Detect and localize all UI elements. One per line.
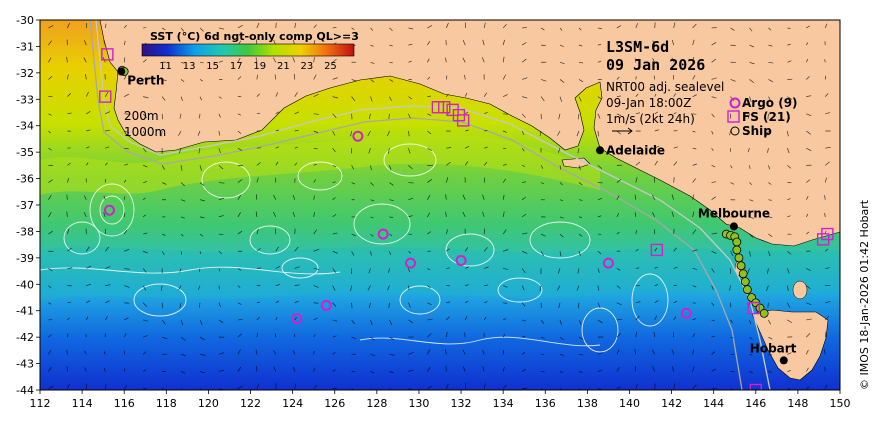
depth-label-200m: 200m: [124, 109, 159, 123]
x-axis: 112 114 116 118 120 122 124 126 128 130 132 134 136 1…: [30, 390, 851, 410]
colorbar-tick-label: 11: [159, 61, 172, 72]
ship-position: [733, 238, 741, 246]
y-tick-label: -33: [16, 93, 34, 106]
y-tick-label: -39: [16, 252, 34, 265]
x-tick-label: 140: [619, 397, 640, 410]
fs-legend-label: FS (21): [742, 110, 791, 124]
city-label: Melbourne: [698, 206, 770, 220]
credit-text: © IMOS 18-Jan-2026 01:42 Hobart: [858, 199, 871, 390]
argo-legend-label: Argo (9): [742, 96, 798, 110]
y-tick-label: -40: [16, 278, 34, 291]
x-tick-label: 138: [577, 397, 598, 410]
x-tick-label: 132: [451, 397, 472, 410]
x-tick-label: 126: [324, 397, 345, 410]
y-tick-label: -36: [16, 173, 34, 186]
x-tick-label: 146: [745, 397, 766, 410]
y-tick-label: -42: [16, 331, 34, 344]
x-tick-label: 148: [787, 397, 808, 410]
cool-band: [40, 247, 840, 300]
city-dot: [117, 68, 125, 76]
x-tick-label: 116: [114, 397, 135, 410]
ship-position: [743, 286, 751, 294]
map-date: 09 Jan 2026: [606, 56, 705, 74]
y-tick-label: -30: [16, 14, 34, 27]
ship-position: [737, 262, 745, 270]
y-tick-label: -31: [16, 40, 34, 53]
x-tick-label: 142: [661, 397, 682, 410]
current-vector: [219, 234, 223, 235]
city-label: Perth: [127, 74, 164, 88]
colorbar-tick-label: 15: [206, 61, 219, 72]
ship-position: [733, 246, 741, 254]
land-flinders-island: [793, 281, 807, 299]
colorbar-gradient: [142, 44, 354, 56]
city-label: Adelaide: [606, 143, 665, 157]
x-tick-label: 128: [366, 397, 387, 410]
x-tick-label: 118: [156, 397, 177, 410]
y-tick-label: -37: [16, 199, 34, 212]
colorbar-tick-label: 25: [324, 61, 337, 72]
x-tick-label: 120: [198, 397, 219, 410]
ship-legend-label: Ship: [742, 124, 772, 138]
y-axis: -30 -31 -32 -33 -34 -35 -36 -37 -38 -39 -40 -41 -42 -…: [16, 14, 40, 397]
x-tick-label: 136: [535, 397, 556, 410]
x-tick-label: 130: [408, 397, 429, 410]
x-tick-label: 122: [240, 397, 261, 410]
colorbar-tick-label: 19: [253, 61, 266, 72]
x-tick-label: 144: [703, 397, 724, 410]
y-tick-label: -41: [16, 305, 34, 318]
colorbar-tick-label: 13: [183, 61, 196, 72]
ship-position: [739, 270, 747, 278]
y-tick-label: -38: [16, 225, 34, 238]
current-scale-label: 1m/s (2kt 24h): [606, 112, 695, 126]
colorbar-tick-label: 21: [277, 61, 290, 72]
x-tick-label: 112: [30, 397, 51, 410]
colorbar-tick-label: 23: [301, 61, 314, 72]
ship-position: [735, 254, 743, 262]
ship-position: [741, 278, 749, 286]
ship-position: [760, 309, 768, 317]
sealevel-time: 09-Jan 18:00Z: [606, 96, 691, 110]
x-tick-label: 114: [72, 397, 93, 410]
product-title: L3SM-6d: [606, 38, 669, 56]
depth-label-1000m: 1000m: [124, 125, 166, 139]
y-tick-label: -35: [16, 146, 34, 159]
x-tick-label: 150: [830, 397, 851, 410]
city-label: Hobart: [750, 341, 797, 355]
y-tick-label: -43: [16, 358, 34, 371]
y-tick-label: -44: [16, 384, 34, 397]
y-tick-label: -34: [16, 120, 34, 133]
y-tick-label: -32: [16, 67, 34, 80]
city-dot: [730, 222, 738, 230]
x-tick-label: 134: [493, 397, 514, 410]
colorbar-title: SST (°C) 6d ngt-only comp QL>=3: [150, 30, 359, 43]
colorbar-tick-label: 17: [230, 61, 243, 72]
city-dot: [596, 146, 604, 154]
city-dot: [780, 356, 788, 364]
sealevel-label: NRT00 adj. sealevel: [606, 80, 724, 94]
x-tick-label: 124: [282, 397, 303, 410]
